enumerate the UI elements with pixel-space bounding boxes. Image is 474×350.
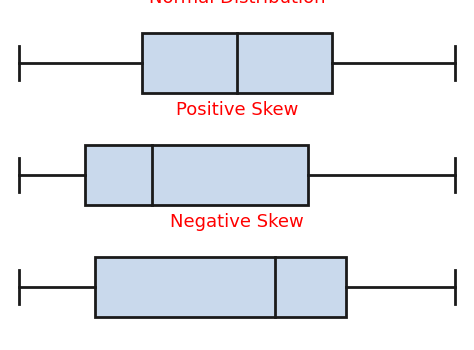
Bar (142, 33, 332, 93)
Text: Positive Skew: Positive Skew (176, 101, 298, 119)
Bar (85, 145, 308, 205)
Text: Negative Skew: Negative Skew (170, 213, 304, 231)
Bar (95, 257, 346, 317)
Text: Normal Distribution: Normal Distribution (149, 0, 325, 7)
